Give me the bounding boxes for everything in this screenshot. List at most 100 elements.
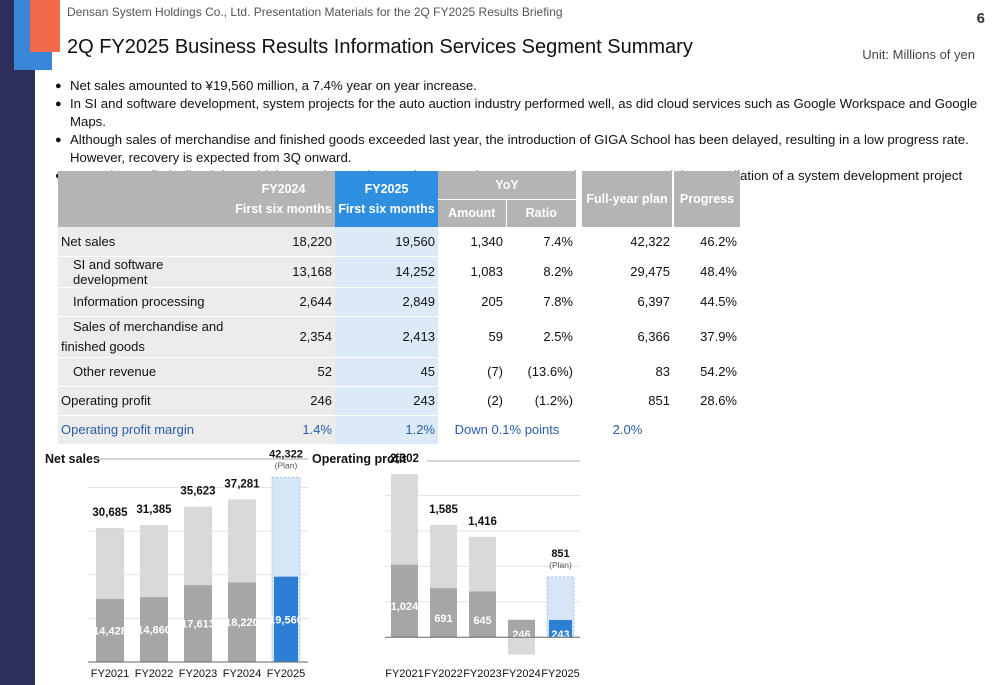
table-row: Other revenue 52 45 (7) (13.6%) 83 54.2%	[58, 357, 740, 387]
operating-profit-chart-title: Operating profit	[312, 452, 407, 466]
table-row: Sales of merchandise and finished goods …	[58, 316, 740, 358]
table-header-row: FY2024 First six months FY2025 First six…	[58, 171, 740, 227]
table-row: Net sales 18,220 19,560 1,340 7.4% 42,32…	[58, 227, 740, 257]
header-yoy: YoY	[438, 171, 576, 200]
cell-progress: 54.2%	[673, 357, 740, 387]
cell-fy2024: 1.4%	[232, 415, 335, 445]
cell-fy2024: 246	[232, 386, 335, 416]
bar-label-first-half: 14,860	[137, 625, 171, 637]
header-fy2024: FY2024 First six months	[232, 171, 335, 227]
header-fy2025-year: FY2025	[364, 182, 409, 196]
company-header: Densan System Holdings Co., Ltd. Present…	[67, 5, 563, 19]
category-label: FY2021	[385, 668, 424, 680]
cell-plan: 29,475	[582, 256, 673, 288]
net-sales-chart-title: Net sales	[45, 452, 100, 466]
bar-first-half	[508, 619, 535, 638]
cell-ratio: 7.4%	[506, 227, 576, 257]
row-label: Operating profit margin	[58, 415, 232, 445]
cell-plan: 851	[582, 386, 673, 416]
bar-label-full-year: 1,416	[468, 516, 497, 528]
cell-fy2025: 2,849	[335, 287, 438, 317]
bullet-item: In SI and software development, system p…	[55, 95, 985, 131]
header-full-year-plan: Full-year plan	[582, 171, 674, 227]
category-label: FY2023	[463, 668, 502, 680]
category-label: FY2023	[179, 668, 218, 680]
cell-amount: (2)	[438, 386, 506, 416]
cell-plan: 42,322	[582, 227, 673, 257]
category-label: FY2025	[267, 668, 306, 680]
bar-label-full-year: 2,302	[390, 453, 419, 465]
bar-first-half	[430, 588, 457, 638]
bar-label-full-year: 1,585	[429, 504, 458, 516]
segment-results-table: FY2024 First six months FY2025 First six…	[58, 171, 740, 445]
header-fy2025-period: First six months	[338, 202, 435, 216]
header-fy2024-year: FY2024	[261, 182, 306, 196]
cell-fy2025: 14,252	[335, 256, 438, 288]
row-label: Sales of merchandise and finished goods	[58, 316, 232, 358]
cell-fy2024: 18,220	[232, 227, 335, 257]
bar-first-half	[274, 576, 298, 662]
table-row: Operating profit 246 243 (2) (1.2%) 851 …	[58, 386, 740, 416]
operating-profit-chart: 2,302 1,024 FY2021 1,585 691 FY2022 1,416 645 FY…	[385, 453, 580, 680]
bar-label-first-half: 243	[551, 629, 569, 641]
row-label: Operating profit	[58, 386, 232, 416]
category-label: FY2024	[223, 668, 262, 680]
orange-accent-block	[30, 0, 60, 52]
bar-first-half	[184, 585, 212, 662]
cell-plan: 2.0%	[582, 415, 673, 445]
row-label: Information processing	[58, 287, 232, 317]
cell-gap	[576, 287, 582, 317]
header-amount: Amount	[438, 199, 507, 227]
cell-fy2025: 1.2%	[335, 415, 438, 445]
cell-yoy-text: Down 0.1% points	[438, 415, 576, 445]
cell-progress: 37.9%	[673, 316, 740, 358]
cell-amount: 205	[438, 287, 506, 317]
bar-first-half	[391, 564, 418, 638]
cell-gap	[576, 357, 582, 387]
cell-amount: (7)	[438, 357, 506, 387]
cell-progress: 48.4%	[673, 256, 740, 288]
bar-label-first-half: 246	[512, 629, 530, 641]
cell-fy2024: 13,168	[232, 256, 335, 288]
bar-label-first-half: 17,613	[181, 619, 215, 631]
header-fy2024-period: First six months	[235, 202, 332, 216]
category-label: FY2022	[135, 668, 174, 680]
page-number: 6	[976, 10, 985, 27]
cell-fy2024: 2,354	[232, 316, 335, 358]
bar-label-first-half: 18,220	[225, 617, 259, 629]
bar-first-half	[96, 599, 124, 662]
cell-gap	[576, 227, 582, 257]
cell-amount: 1,340	[438, 227, 506, 257]
cell-ratio: 2.5%	[506, 316, 576, 358]
cell-ratio: 8.2%	[506, 256, 576, 288]
cell-progress: 46.2%	[673, 227, 740, 257]
cell-gap	[576, 256, 582, 288]
cell-plan: 83	[582, 357, 673, 387]
bar-first-half	[469, 591, 496, 638]
bar-label-full-year: 851	[551, 548, 569, 560]
cell-plan: 6,366	[582, 316, 673, 358]
table-subheader-row: Amount Ratio	[58, 199, 740, 227]
cell-fy2024: 2,644	[232, 287, 335, 317]
slide-title: 2Q FY2025 Business Results Information S…	[67, 36, 693, 58]
cell-fy2024: 52	[232, 357, 335, 387]
header-progress: Progress	[673, 171, 740, 227]
row-label: SI and software development	[58, 256, 232, 288]
cell-amount: 59	[438, 316, 506, 358]
cell-ratio: (1.2%)	[506, 386, 576, 416]
cell-fy2025: 2,413	[335, 316, 438, 358]
category-label: FY2025	[541, 668, 580, 680]
cell-fy2025: 243	[335, 386, 438, 416]
plan-note: (Plan)	[275, 460, 298, 470]
table-row: SI and software development 13,168 14,25…	[58, 256, 740, 288]
row-label: Net sales	[58, 227, 232, 257]
bar-full-year	[508, 637, 535, 655]
bar-label-first-half: 691	[434, 613, 452, 625]
bar-label-full-year: 42,322	[269, 448, 303, 460]
bar-first-half	[228, 582, 256, 662]
cell-progress	[673, 415, 740, 445]
row-label: Other revenue	[58, 357, 232, 387]
category-label: FY2021	[91, 668, 130, 680]
bar-first-half	[549, 619, 572, 638]
header-fy2025: FY2025 First six months	[335, 171, 438, 227]
